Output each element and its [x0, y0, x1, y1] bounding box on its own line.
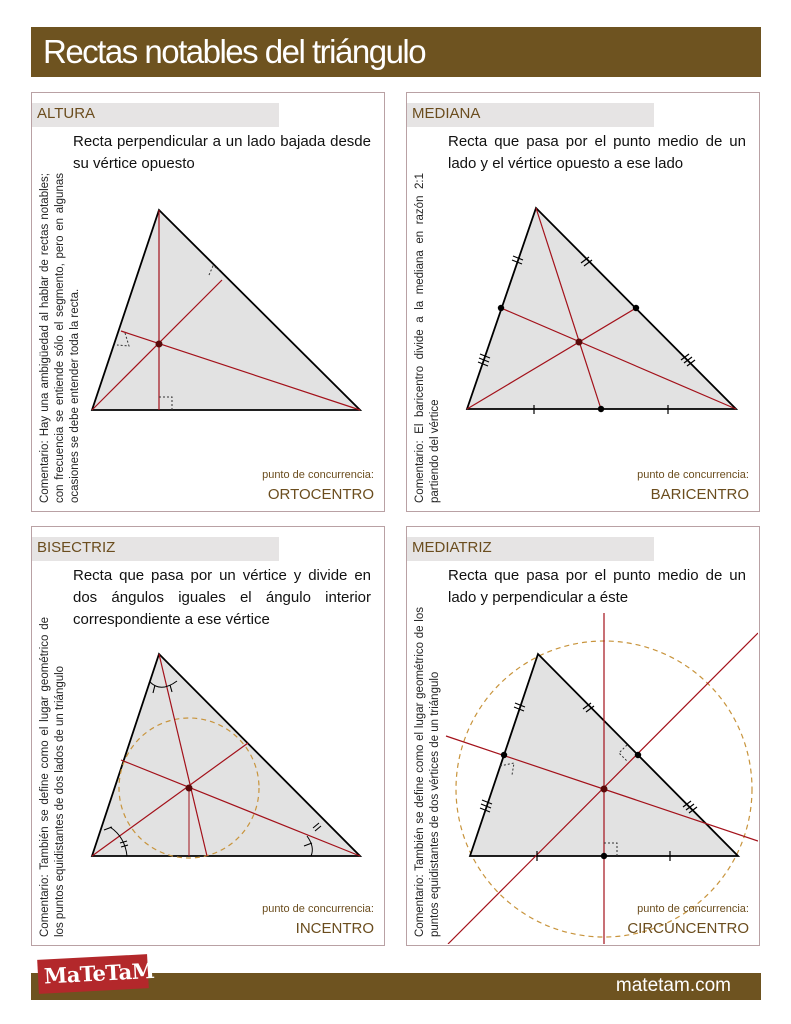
bisector-line — [158, 653, 208, 857]
card-description: Recta que pasa por el punto medio de un … — [448, 133, 746, 172]
concurrency-point: ORTOCENTRO — [267, 486, 374, 503]
concurrency-point: BARICENTRO — [650, 486, 749, 503]
circumcenter-point — [600, 785, 608, 793]
midpoint — [634, 751, 642, 759]
altura-diagram — [90, 208, 363, 411]
card-tab-label: ALTURA — [37, 105, 96, 122]
site-url[interactable]: matetam.com — [615, 975, 731, 996]
mediatriz-diagram — [445, 613, 758, 944]
card-mediana: MEDIANA Recta que pasa por el punto medi… — [406, 92, 760, 512]
mediana-diagram — [465, 206, 739, 414]
triangle — [90, 208, 363, 411]
right-angle-mark — [208, 265, 223, 276]
concurrency-label: punto de concurrencia: — [262, 903, 374, 915]
card-description: Recta perpendicular a un lado bajada des… — [73, 133, 371, 172]
bisector-line — [120, 759, 361, 857]
card-bisectriz: BISECTRIZ Recta que pasa por un vértice … — [31, 526, 385, 946]
card-description: Recta que pasa por un vértice y divide e… — [73, 567, 371, 628]
right-angle-mark — [116, 332, 130, 347]
centroid-point — [575, 338, 583, 346]
concurrency-point: INCENTRO — [295, 920, 374, 937]
brand-logo: MaTeTaM — [37, 954, 155, 994]
midpoint — [597, 405, 605, 413]
median-line — [466, 307, 637, 410]
concurrency-point: CIRCUNCENTRO — [627, 920, 749, 937]
card-tab: BISECTRIZ — [32, 537, 279, 561]
bisector-line — [91, 742, 249, 857]
midpoint — [600, 852, 608, 860]
right-angle-mark — [499, 762, 515, 776]
tick-marks — [477, 255, 696, 414]
title-banner: Rectas notables del triángulo — [31, 27, 761, 77]
card-tab: MEDIANA — [407, 103, 654, 127]
incircle — [118, 717, 260, 859]
median-line — [500, 307, 737, 410]
card-tab-label: MEDIATRIZ — [412, 539, 492, 556]
card-tab: ALTURA — [32, 103, 279, 127]
logo-text: MaTeTaM — [43, 957, 155, 989]
midpoint — [500, 751, 508, 759]
concurrency-label: punto de concurrencia: — [262, 469, 374, 481]
tick-marks — [479, 702, 698, 861]
incenter-point — [185, 784, 193, 792]
card-tab-label: MEDIANA — [412, 105, 481, 122]
concurrency-label: punto de concurrencia: — [637, 903, 749, 915]
card-description: Recta que pasa por el punto medio de un … — [448, 567, 746, 606]
right-angle-mark — [159, 396, 173, 410]
midpoint — [632, 304, 640, 312]
midpoint — [497, 304, 505, 312]
right-angle-mark — [604, 842, 618, 856]
card-tab: MEDIATRIZ — [407, 537, 654, 561]
concurrency-label: punto de concurrencia: — [637, 469, 749, 481]
triangle — [90, 652, 363, 857]
bisectriz-diagram — [90, 652, 363, 859]
card-tab-label: BISECTRIZ — [37, 539, 116, 556]
triangle — [465, 206, 739, 410]
median-line — [535, 207, 602, 410]
card-altura: ALTURA Recta perpendicular a un lado baj… — [31, 92, 385, 512]
angle-arcs — [109, 680, 313, 857]
footer-bar: matetam.com — [31, 973, 761, 1000]
orthocenter-point — [155, 340, 163, 348]
page-title: Rectas notables del triángulo — [43, 33, 427, 70]
card-mediatriz: MEDIATRIZ Recta que pasa por el punto me… — [406, 526, 760, 946]
tick-marks — [103, 684, 322, 848]
